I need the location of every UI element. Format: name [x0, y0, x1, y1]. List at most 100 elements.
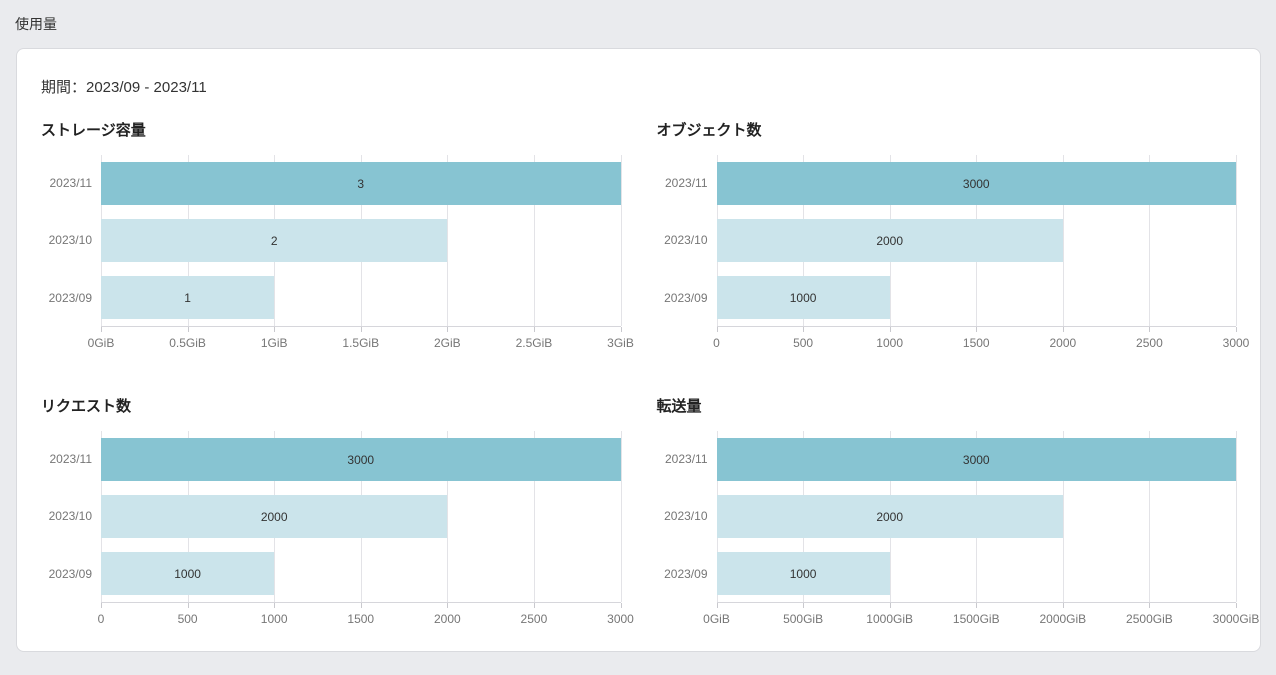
bar-rows: 3000 2000 1000 [716, 431, 1237, 602]
category-label: 2023/10 [48, 233, 92, 248]
x-tick-mark [1149, 327, 1151, 332]
gridline [1149, 155, 1151, 326]
x-tick-label: 3000 [607, 612, 634, 626]
x-tick-label: 0GiB [703, 612, 730, 626]
chart-object-count: オブジェクト数 2023/11 2023/10 2023/09 3000 2000 1000… [656, 119, 1250, 357]
x-tick-mark [360, 603, 362, 608]
bar-rows: 3000 2000 1000 [101, 431, 621, 602]
x-tick-mark [620, 327, 622, 332]
x-tick-label: 3000GiB [1212, 612, 1260, 626]
x-tick-label: 2500 [1136, 336, 1163, 350]
x-tick-label: 2.5GiB [515, 336, 553, 350]
bar-row: 2000 [716, 495, 1237, 538]
x-tick-label: 2GiB [433, 336, 461, 350]
chart-title: オブジェクト数 [656, 122, 762, 139]
x-tick-mark [533, 603, 535, 608]
x-tick-label: 500GiB [783, 612, 824, 626]
x-tick-mark [889, 327, 891, 332]
x-tick-label: 0.5GiB [169, 336, 206, 350]
x-tick-label: 1500 [347, 612, 375, 626]
chart-transfer-volume: 転送量 2023/11 2023/10 2023/09 3000 2000 1000 0GiB… [656, 395, 1260, 633]
bar-value-label: 1000 [789, 566, 817, 581]
x-tick-label: 1000 [876, 336, 904, 350]
x-tick-label: 1GiB [260, 336, 288, 350]
chart-storage-capacity: ストレージ容量 2023/11 2023/10 2023/09 3 2 1 0GiB 0.5Gi… [41, 119, 634, 357]
x-tick-mark [716, 327, 718, 332]
x-tick-label: 1500GiB [952, 612, 1000, 626]
bar: 3000 [716, 438, 1236, 481]
bar-value-label: 2 [270, 233, 278, 248]
category-label: 2023/09 [664, 290, 708, 305]
x-tick-mark [274, 603, 276, 608]
category-label: 2023/10 [48, 509, 92, 524]
gridline [1149, 431, 1151, 602]
bar-row: 1000 [716, 552, 1237, 595]
x-tick-label: 0GiB [87, 336, 115, 350]
x-tick-mark [533, 327, 535, 332]
plot-grid: 3 2 1 [101, 155, 622, 327]
category-axis: 2023/11 2023/10 2023/09 [41, 431, 101, 603]
bar: 2 [101, 219, 448, 262]
bar: 1000 [101, 552, 275, 595]
bar: 3 [101, 162, 621, 205]
plot-grid: 3000 2000 1000 [716, 155, 1237, 327]
x-tick-label: 2000 [1049, 336, 1077, 350]
x-tick-mark [1149, 603, 1151, 608]
bar-value-label: 2000 [876, 509, 904, 524]
axis-corner-spacer [657, 327, 717, 357]
chart-title: 転送量 [656, 398, 702, 415]
bar-value-label: 3 [357, 176, 365, 191]
charts-grid: ストレージ容量 2023/11 2023/10 2023/09 3 2 1 0GiB 0.5Gi… [41, 119, 1260, 633]
bar-rows: 3 2 1 [101, 155, 621, 326]
x-tick-mark [447, 327, 449, 332]
x-axis: 0 500 1000 1500 2000 2500 3000 [97, 603, 634, 633]
category-label: 2023/10 [664, 233, 708, 248]
bar: 1000 [716, 552, 890, 595]
x-tick-mark [101, 603, 102, 608]
x-tick-mark [187, 603, 189, 608]
chart-request-count: リクエスト数 2023/11 2023/10 2023/09 3000 2000 1000 0… [41, 395, 634, 633]
x-tick-mark [1062, 603, 1064, 608]
bar: 2000 [716, 495, 1063, 538]
x-tick-mark [1236, 327, 1237, 332]
bar-row: 3000 [716, 438, 1236, 481]
chart-title: リクエスト数 [41, 398, 132, 415]
category-label: 2023/10 [664, 509, 708, 524]
x-tick-label: 1.5GiB [342, 336, 380, 350]
usage-card: 期間：2023/09 - 2023/11 ストレージ容量 2023/11 2023/… [16, 48, 1261, 652]
bar-value-label: 3000 [347, 452, 375, 467]
x-tick-mark [976, 327, 978, 332]
x-tick-mark [187, 327, 189, 332]
category-label: 2023/11 [49, 176, 93, 191]
bar-row: 2000 [101, 495, 621, 538]
category-axis: 2023/11 2023/10 2023/09 [41, 155, 101, 327]
bar: 3000 [716, 162, 1236, 205]
gridline [447, 155, 449, 326]
gridline [1236, 155, 1237, 326]
x-tick-label: 2500 [520, 612, 548, 626]
x-tick-label: 0 [713, 336, 720, 350]
x-tick-mark [889, 603, 891, 608]
category-axis: 2023/11 2023/10 2023/09 [657, 431, 717, 603]
usage-page: 使用量 期間：2023/09 - 2023/11 ストレージ容量 2023/11 2… [15, 16, 1261, 652]
chart-plot-area: 2023/11 2023/10 2023/09 3000 2000 1000 0 500 100… [41, 431, 634, 633]
chart-plot-area: 2023/11 2023/10 2023/09 3 2 1 0GiB 0.5GiB 1GiB 1.… [41, 155, 634, 357]
x-tick-label: 0 [97, 612, 105, 626]
x-tick-label: 1000 [260, 612, 288, 626]
category-label: 2023/11 [665, 452, 708, 467]
x-tick-label: 2000GiB [1039, 612, 1087, 626]
plot-grid: 3000 2000 1000 [716, 431, 1237, 603]
x-tick-label: 1000GiB [866, 612, 914, 626]
bar-value-label: 2000 [876, 233, 904, 248]
bar-value-label: 3000 [962, 452, 990, 467]
chart-title: ストレージ容量 [41, 122, 146, 139]
x-tick-label: 2500GiB [1126, 612, 1173, 626]
bar-row: 3 [101, 162, 621, 205]
bar-row: 2 [101, 219, 621, 262]
bar-value-label: 1000 [789, 290, 817, 305]
x-tick-mark [360, 327, 362, 332]
x-tick-mark [101, 327, 102, 332]
x-tick-label: 2000 [433, 612, 461, 626]
bar: 1 [101, 276, 275, 319]
x-tick-mark [447, 603, 449, 608]
